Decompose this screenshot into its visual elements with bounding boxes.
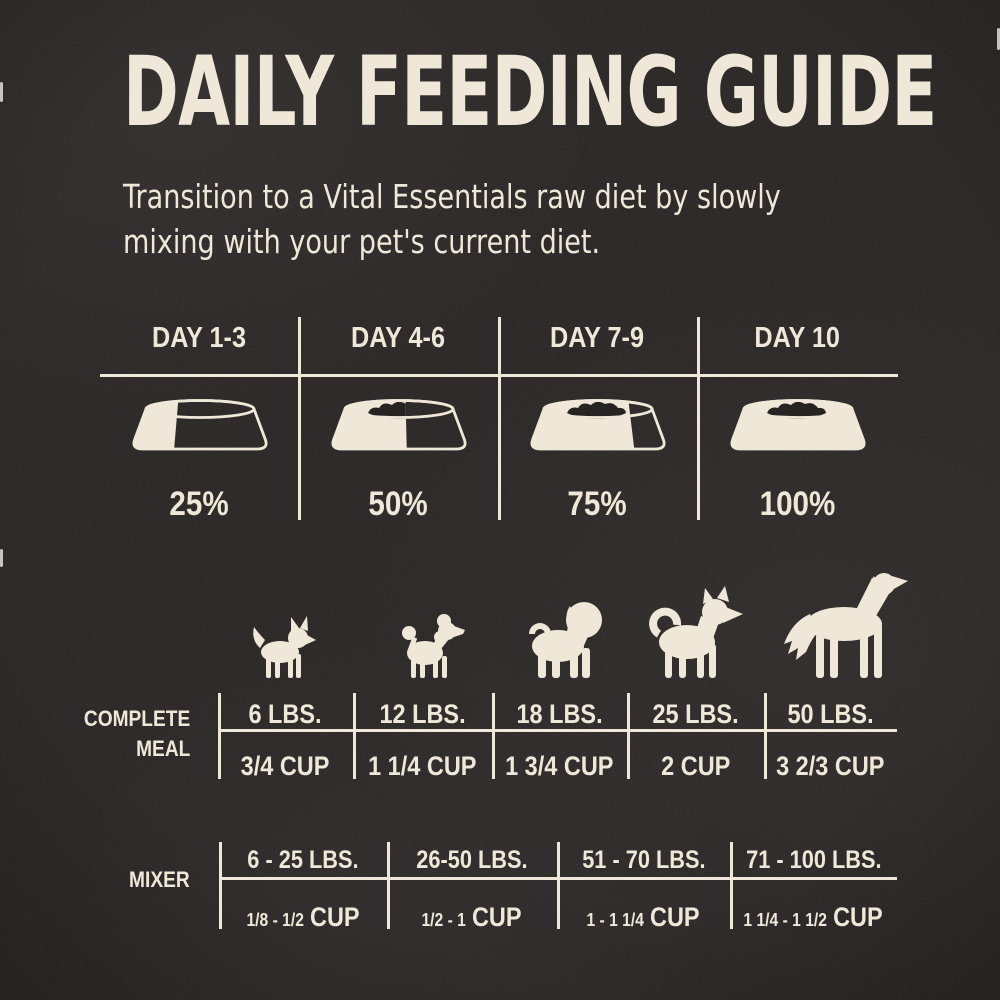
- percent-label: 25%: [169, 485, 230, 523]
- percent-label: 75%: [567, 485, 628, 523]
- day-label: DAY 4-6: [351, 322, 446, 354]
- cup-cell: 1 3/4 CUP: [505, 751, 614, 781]
- dog-bowl-half-full-icon: [331, 399, 467, 451]
- percent-label: 100%: [759, 485, 836, 523]
- weight-cell: 51 - 70 LBS.: [581, 846, 706, 874]
- weight-cell: 71 - 100 LBS.: [745, 846, 882, 874]
- cup-cell: 1/2 - 1 CUP: [421, 902, 523, 932]
- cup-cell: 3/4 CUP: [241, 751, 330, 781]
- dog-bowl-quarter-full-icon: [132, 399, 268, 451]
- cup-cell: 1/8 - 1/2 CUP: [246, 902, 360, 932]
- complete-meal-label: COMPLETE MEAL: [83, 706, 190, 761]
- weight-cell: 6 - 25 LBS.: [247, 846, 359, 874]
- day-label: DAY 7-9: [550, 322, 645, 354]
- page-title: DAILY FEEDING GUIDE: [123, 36, 937, 148]
- edge-artifact: [0, 82, 3, 102]
- dog-bowl-full-icon: [730, 399, 866, 451]
- chihuahua-icon: [253, 616, 316, 678]
- pug-icon: [529, 602, 602, 678]
- day-label: DAY 1-3: [152, 322, 247, 354]
- mixer-label: MIXER: [129, 867, 190, 892]
- weight-cell: 25 LBS.: [652, 699, 739, 729]
- weight-cell: 26-50 LBS.: [416, 846, 528, 874]
- page-subtitle: Transition to a Vital Essentials raw die…: [123, 174, 781, 264]
- cup-cell: 2 CUP: [660, 751, 731, 781]
- weight-cell: 18 LBS.: [516, 699, 603, 729]
- cup-cell: 1 1/4 CUP: [368, 751, 477, 781]
- weight-cell: 12 LBS.: [379, 699, 466, 729]
- weight-cell: 6 LBS.: [248, 699, 323, 729]
- page-subtitle-line2: mixing with your pet's current diet.: [123, 222, 601, 261]
- edge-artifact: [0, 549, 3, 567]
- weight-cell: 50 LBS.: [787, 699, 874, 729]
- day-label: DAY 10: [754, 322, 841, 354]
- cup-cell: 3 2/3 CUP: [776, 751, 885, 781]
- percent-label: 50%: [368, 485, 429, 523]
- shiba-icon: [649, 586, 743, 678]
- large-dog-icon: [784, 573, 908, 678]
- dog-bowl-three-quarter-full-icon: [530, 399, 666, 451]
- cup-cell: 1 - 1 1/4 CUP: [586, 902, 701, 932]
- cup-cell: 1 1/4 - 1 1/2 CUP: [743, 902, 884, 932]
- poodle-icon: [402, 614, 465, 678]
- page-subtitle-line1: Transition to a Vital Essentials raw die…: [123, 177, 781, 216]
